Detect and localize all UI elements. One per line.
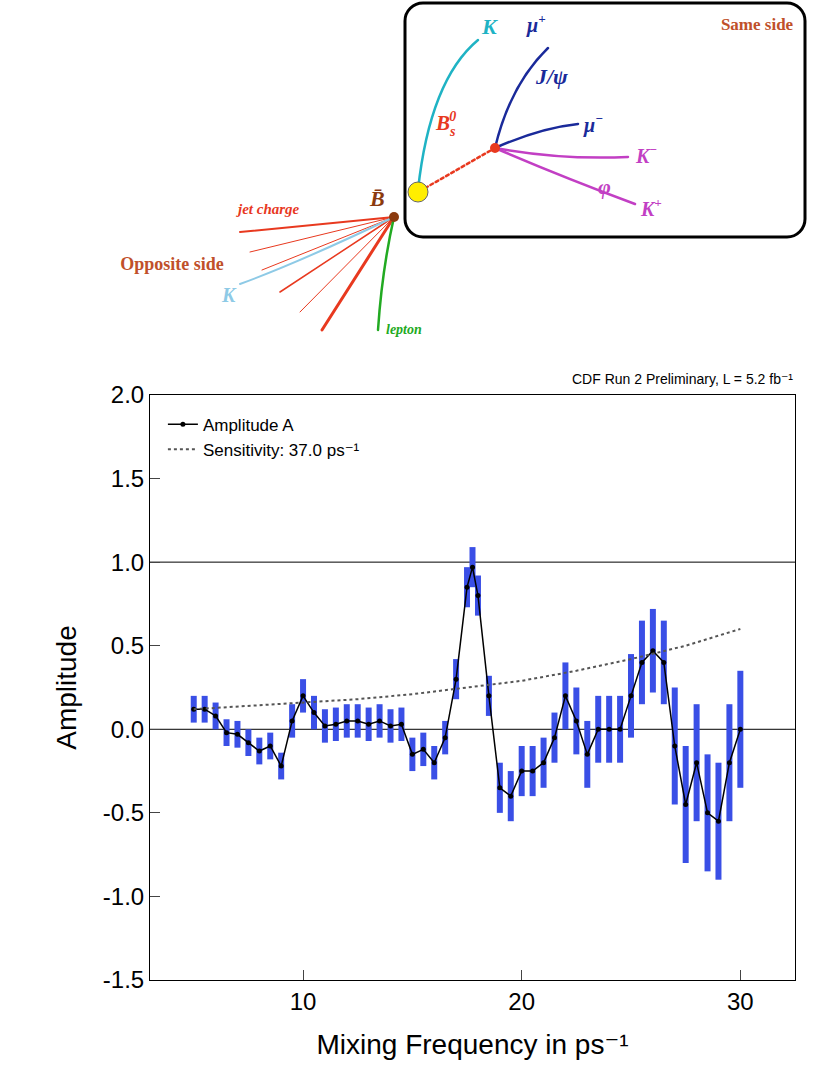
svg-text:0.5: 0.5 (111, 632, 144, 659)
svg-text:Opposite side: Opposite side (120, 254, 224, 274)
svg-text:Amplitude: Amplitude (51, 625, 82, 750)
svg-text:Sensitivity: 37.0 ps⁻¹: Sensitivity: 37.0 ps⁻¹ (203, 441, 360, 460)
svg-text:10: 10 (290, 988, 317, 1015)
svg-text:jet charge: jet charge (236, 201, 300, 217)
svg-text:1.5: 1.5 (111, 465, 144, 492)
svg-text:K: K (221, 284, 237, 306)
svg-text:Bs0: Bs0 (435, 109, 456, 140)
svg-text:K: K (481, 14, 498, 39)
svg-text:-1.5: -1.5 (103, 966, 144, 993)
svg-text:1.0: 1.0 (111, 549, 144, 576)
svg-text:-0.5: -0.5 (103, 799, 144, 826)
svg-text:Amplitude A: Amplitude A (203, 416, 294, 435)
svg-text:φ: φ (598, 174, 611, 199)
svg-text:20: 20 (508, 988, 535, 1015)
svg-text:0.0: 0.0 (111, 716, 144, 743)
svg-text:Mixing Frequency in ps⁻¹: Mixing Frequency in ps⁻¹ (316, 1029, 628, 1060)
svg-text:CDF Run 2 Preliminary, L = 5.2: CDF Run 2 Preliminary, L = 5.2 fb⁻¹ (572, 371, 793, 387)
svg-text:μ−: μ− (583, 111, 603, 137)
svg-text:B̄: B̄ (369, 186, 385, 211)
svg-text:J/ψ: J/ψ (535, 64, 568, 89)
svg-text:2.0: 2.0 (111, 381, 144, 408)
svg-text:Same side: Same side (721, 15, 794, 34)
svg-text:-1.0: -1.0 (103, 883, 144, 910)
svg-text:K−: K− (635, 142, 657, 167)
svg-text:K+: K+ (640, 195, 662, 220)
svg-text:μ+: μ+ (526, 11, 546, 37)
svg-text:lepton: lepton (386, 322, 422, 337)
svg-text:30: 30 (727, 988, 754, 1015)
